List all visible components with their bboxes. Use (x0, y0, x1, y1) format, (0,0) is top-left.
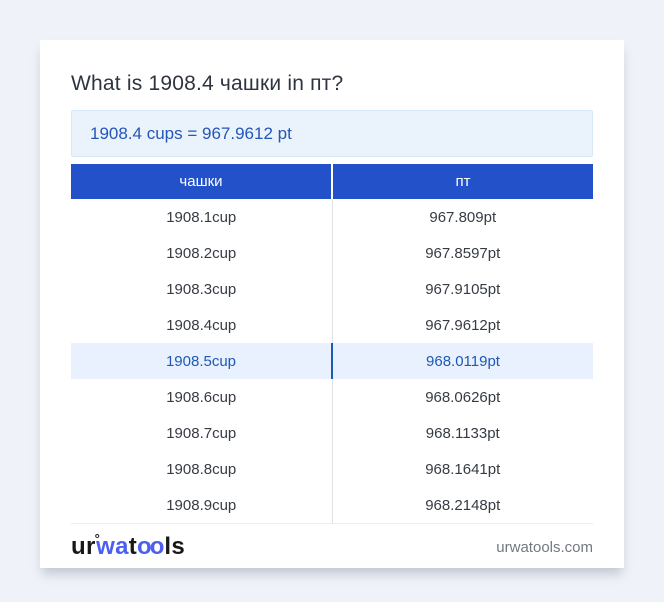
pt-value: 967.9612pt (331, 307, 594, 343)
conversion-answer-text: 1908.4 cups = 967.9612 pt (90, 123, 292, 143)
logo-part-t: t (128, 533, 138, 560)
logo-part-wa: wa (96, 533, 129, 560)
pt-value: 967.809pt (331, 199, 594, 235)
pt-value: 968.1133pt (331, 415, 594, 451)
logo-ring-icon: ° (94, 531, 101, 546)
site-domain-link[interactable]: urwatools.com (496, 538, 593, 556)
pt-value: 968.0119pt (331, 343, 593, 379)
card-footer: ur°watools urwatools.com (71, 530, 593, 564)
table-row[interactable]: 1908.4cup 967.9612pt (71, 307, 593, 343)
table-row[interactable]: 1908.9cup 968.2148pt (71, 487, 593, 523)
cup-value: 1908.1cup (166, 208, 237, 226)
logo-part-ur: ur (71, 533, 96, 560)
column-header-cups: чашки (179, 173, 223, 190)
pt-value: 968.2148pt (331, 487, 594, 523)
cup-value: 1908.7cup (166, 424, 237, 442)
table-row-highlighted[interactable]: 1908.5cup 968.0119pt (71, 343, 593, 379)
table-row[interactable]: 1908.6cup 968.0626pt (71, 379, 593, 415)
logo-part-oo: oo (137, 533, 164, 560)
conversion-table: чашки пт 1908.1cup 967.809pt 1908.2cup 9… (71, 164, 593, 524)
table-row[interactable]: 1908.7cup 968.1133pt (71, 415, 593, 451)
conversion-answer-box: 1908.4 cups = 967.9612 pt (71, 110, 593, 157)
column-header-pt: пт (331, 164, 593, 199)
logo-part-ls: ls (164, 533, 185, 560)
table-header-row: чашки пт (71, 164, 593, 199)
pt-value: 967.8597pt (331, 235, 594, 271)
cup-value: 1908.5cup (165, 352, 237, 370)
page-title: What is 1908.4 чашки in пт? (71, 72, 344, 95)
table-row[interactable]: 1908.3cup 967.9105pt (71, 271, 593, 307)
pt-value: 968.1641pt (331, 451, 594, 487)
conversion-card: What is 1908.4 чашки in пт? 1908.4 cups … (40, 40, 624, 568)
cup-value: 1908.9cup (166, 496, 237, 514)
cup-value: 1908.4cup (166, 316, 237, 334)
table-row[interactable]: 1908.2cup 967.8597pt (71, 235, 593, 271)
cup-value: 1908.3cup (166, 280, 237, 298)
cup-value: 1908.2cup (166, 244, 237, 262)
table-row[interactable]: 1908.8cup 968.1641pt (71, 451, 593, 487)
pt-value: 967.9105pt (331, 271, 594, 307)
urwatools-logo[interactable]: ur°watools (71, 531, 185, 560)
table-row[interactable]: 1908.1cup 967.809pt (71, 199, 593, 235)
cup-value: 1908.8cup (166, 460, 237, 478)
cup-value: 1908.6cup (166, 388, 237, 406)
pt-value: 968.0626pt (331, 379, 594, 415)
